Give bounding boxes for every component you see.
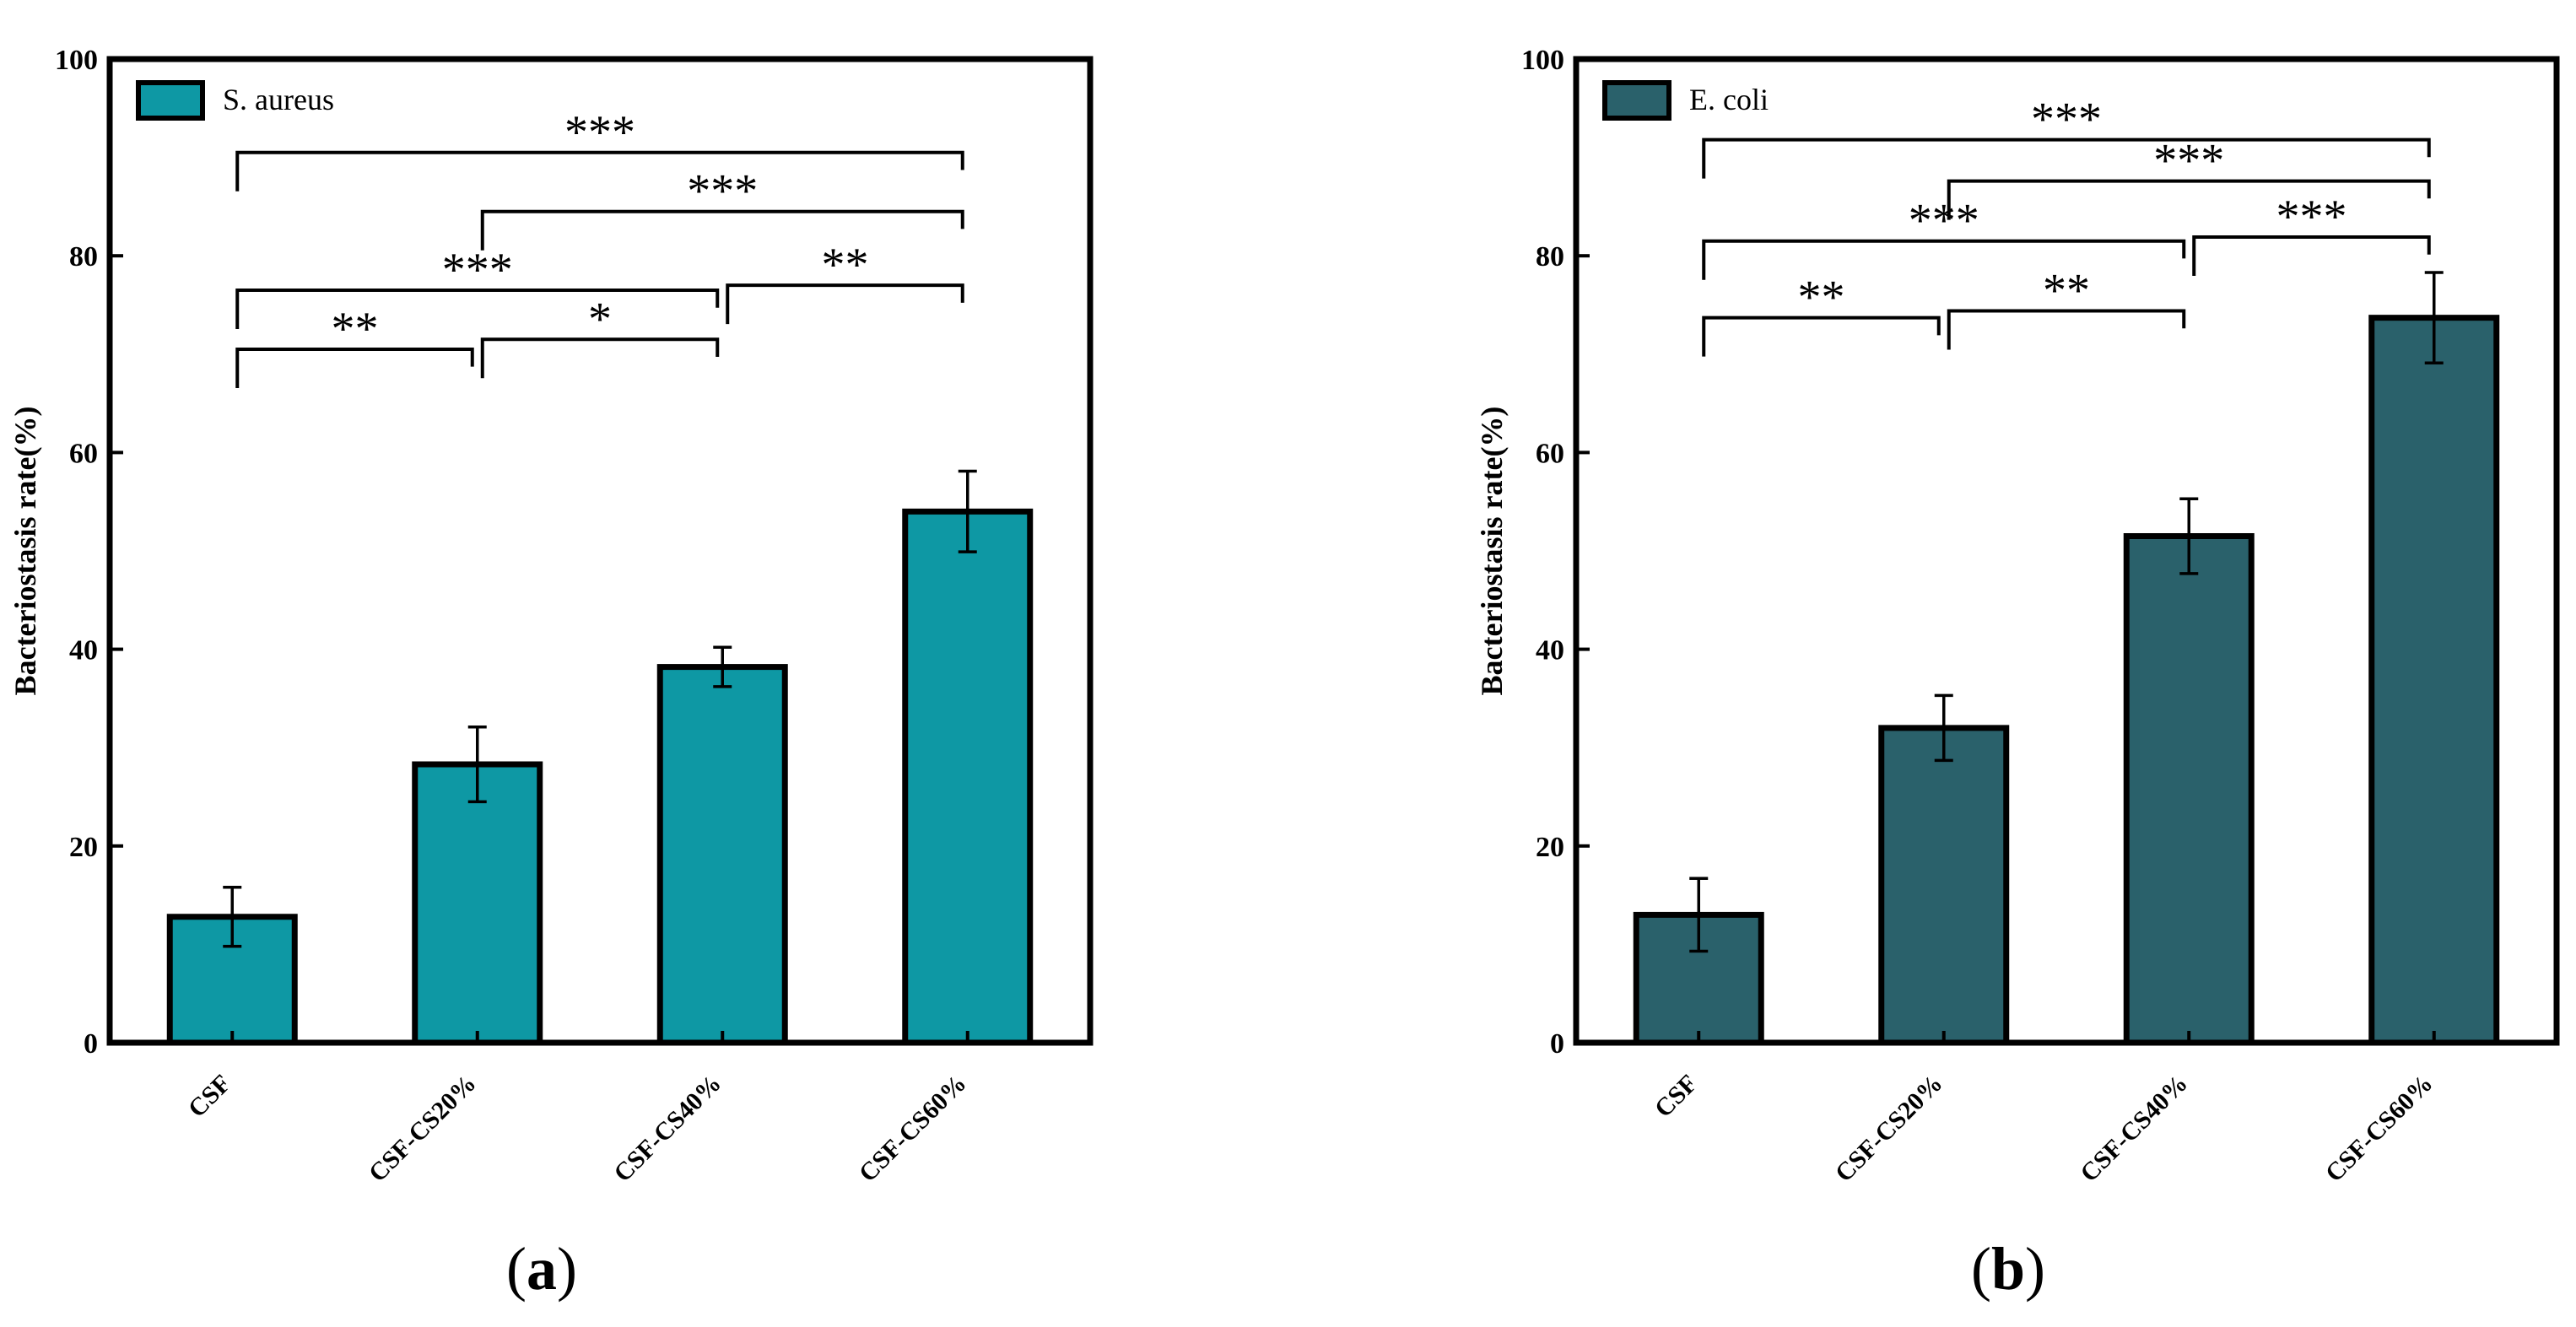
y-axis-label: Bacteriostasis rate(%) — [8, 407, 42, 696]
significance-bracket-5 — [480, 337, 720, 379]
y-tick-label: 20 — [1536, 832, 1564, 863]
bar-3 — [2368, 315, 2500, 1046]
plot-frame — [1573, 56, 2560, 1046]
bar-2 — [656, 664, 788, 1046]
significance-stars: *** — [564, 106, 635, 159]
y-tick-label: 100 — [1521, 45, 1564, 76]
x-category-label: CSF-CS60% — [2320, 1070, 2438, 1188]
significance-stars: *** — [442, 244, 513, 296]
y-tick-label: 20 — [69, 832, 98, 863]
legend-label: E. coli — [1689, 83, 1769, 116]
significance-bracket-0 — [235, 150, 964, 191]
significance-stars: ** — [2043, 264, 2090, 316]
y-tick-label: 40 — [1536, 635, 1564, 666]
y-axis-label: Bacteriostasis rate(%) — [1475, 407, 1509, 696]
significance-stars: *** — [2276, 191, 2347, 243]
y-tick-label: 60 — [1536, 438, 1564, 469]
significance-bracket-4 — [1702, 316, 1941, 357]
y-tick-label: 100 — [55, 45, 98, 76]
chart-panel-a: 0 20 40 60 80 100 CSF CSF-CS20% CSF-CS40% CSF-CS6… — [8, 45, 1094, 1303]
legend-label: S. aureus — [223, 83, 334, 116]
panel-caption: (a) — [506, 1235, 577, 1303]
bar-1 — [1878, 725, 2010, 1046]
significance-bracket-1 — [480, 209, 964, 251]
significance-bracket-1 — [1947, 179, 2431, 220]
bar-2 — [2123, 533, 2255, 1046]
y-tick-label: 0 — [1550, 1028, 1564, 1060]
x-category-label: CSF — [183, 1070, 236, 1123]
legend-swatch — [1602, 80, 1671, 121]
significance-stars: ** — [332, 303, 379, 355]
x-category-label: CSF-CS40% — [608, 1070, 726, 1188]
significance-stars: ** — [822, 239, 869, 291]
chart-panel-b: 0 20 40 60 80 100 CSF CSF-CS20% CSF-CS40% CSF-CS6… — [1475, 45, 2560, 1303]
x-category-label: CSF-CS20% — [1830, 1070, 1948, 1188]
significance-bracket-3 — [2192, 235, 2431, 277]
significance-stars: *** — [2031, 94, 2102, 146]
significance-stars: *** — [1909, 195, 1979, 247]
significance-bracket-4 — [235, 347, 474, 388]
significance-bracket-2 — [235, 289, 720, 330]
y-tick-label: 80 — [1536, 241, 1564, 272]
y-tick-label: 80 — [69, 241, 98, 272]
x-category-label: CSF-CS40% — [2075, 1070, 2193, 1188]
x-category-label: CSF-CS20% — [364, 1070, 482, 1188]
y-tick-label: 60 — [69, 438, 98, 469]
significance-stars: * — [588, 293, 612, 345]
legend-swatch — [136, 80, 205, 121]
x-category-label: CSF — [1650, 1070, 1703, 1123]
significance-stars: ** — [1798, 272, 1845, 324]
significance-stars: *** — [687, 165, 758, 218]
y-tick-label: 0 — [84, 1028, 98, 1060]
x-category-label: CSF-CS60% — [854, 1070, 972, 1188]
significance-bracket-2 — [1702, 239, 2186, 280]
plot-frame — [106, 56, 1094, 1046]
significance-bracket-3 — [726, 283, 964, 325]
bar-1 — [412, 761, 543, 1046]
significance-bracket-0 — [1702, 138, 2431, 179]
panel-caption: (b) — [1971, 1235, 2045, 1303]
bar-3 — [902, 508, 1034, 1046]
significance-stars: *** — [2153, 135, 2224, 187]
y-tick-label: 40 — [69, 635, 98, 666]
significance-bracket-5 — [1947, 309, 2186, 350]
